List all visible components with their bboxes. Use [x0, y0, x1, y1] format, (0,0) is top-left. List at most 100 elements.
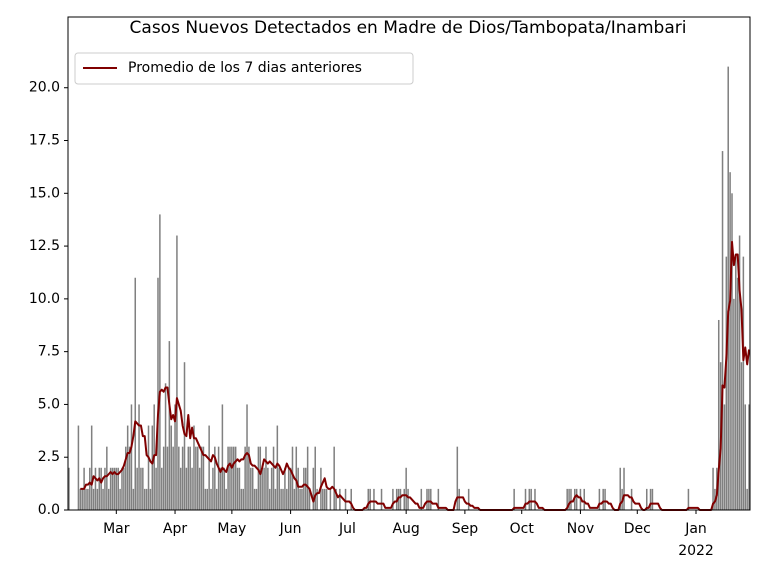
bar: [437, 488, 440, 510]
bar: [251, 467, 254, 510]
bar: [149, 488, 152, 510]
bar: [259, 446, 262, 510]
bar: [227, 446, 229, 510]
bar: [212, 467, 214, 510]
bar: [79, 488, 82, 510]
bar: [155, 467, 157, 510]
bar: [344, 488, 347, 510]
legend-box: [74, 52, 414, 85]
bar: [185, 467, 188, 510]
x-tick-label: Mar: [103, 521, 130, 537]
bar: [197, 446, 199, 510]
y-tick-label: 17.5: [29, 133, 60, 149]
bar: [312, 467, 315, 510]
bar: [314, 446, 316, 510]
bar: [392, 488, 394, 510]
bar: [106, 446, 108, 510]
bar: [219, 467, 222, 510]
bar: [102, 488, 104, 510]
bar: [210, 488, 212, 510]
x-year-label: 2022: [678, 543, 714, 559]
bar: [403, 488, 406, 510]
bar: [286, 488, 288, 510]
y-tick-label: 7.5: [38, 344, 60, 360]
bar: [238, 467, 241, 510]
bar: [231, 446, 233, 510]
bar: [151, 425, 154, 510]
bar: [257, 446, 260, 510]
bar: [183, 362, 186, 510]
bar: [407, 488, 409, 510]
bar: [329, 488, 332, 510]
bar: [204, 488, 207, 510]
bar: [236, 467, 239, 510]
bar: [166, 446, 169, 510]
bar: [130, 404, 133, 510]
bar: [265, 446, 267, 510]
bar: [623, 467, 625, 510]
bar: [736, 277, 739, 510]
bar: [159, 214, 161, 510]
bar: [289, 467, 292, 510]
bar: [467, 488, 470, 510]
y-tick-label: 0.0: [38, 502, 60, 518]
bar: [405, 467, 407, 510]
bar: [304, 467, 307, 510]
bar: [77, 425, 80, 510]
bar: [604, 488, 606, 510]
bar: [206, 488, 208, 510]
bar: [138, 404, 140, 510]
bar: [303, 467, 305, 510]
bar: [147, 425, 150, 510]
bar: [649, 488, 652, 510]
y-tick-label: 15.0: [29, 185, 60, 201]
bar: [350, 488, 352, 510]
bar: [178, 446, 180, 510]
bar: [68, 467, 70, 510]
bar: [339, 488, 341, 510]
bar: [221, 404, 224, 510]
bar: [179, 467, 182, 510]
bar: [250, 467, 252, 510]
bar: [598, 488, 601, 510]
bar: [568, 488, 570, 510]
bar: [143, 488, 146, 510]
bar: [369, 488, 371, 510]
x-tick-label: Sep: [452, 521, 479, 537]
plot-frame: [67, 16, 751, 511]
bar: [721, 151, 724, 510]
bar: [276, 425, 279, 510]
bar: [202, 446, 205, 510]
bar: [94, 467, 97, 510]
bar: [602, 488, 604, 510]
bar: [297, 467, 299, 510]
bar: [162, 446, 165, 510]
bar: [299, 488, 301, 510]
bar: [295, 446, 298, 510]
bar: [223, 467, 226, 510]
bar: [287, 467, 290, 510]
bar: [225, 488, 227, 510]
bar: [269, 488, 271, 510]
bar: [723, 404, 726, 510]
bar: [164, 383, 167, 510]
y-tick-label: 20.0: [29, 80, 60, 96]
bar: [85, 488, 87, 510]
bar: [322, 488, 324, 510]
bar: [161, 467, 163, 510]
bar: [428, 488, 430, 510]
bar: [333, 446, 335, 510]
bar: [255, 488, 258, 510]
bar: [725, 256, 728, 510]
bar: [136, 467, 138, 510]
bar: [115, 467, 118, 510]
bar: [530, 488, 532, 510]
bar: [244, 446, 246, 510]
chart-title: Casos Nuevos Detectados en Madre de Dios…: [130, 18, 687, 38]
bar: [117, 467, 119, 510]
bar: [123, 467, 125, 510]
bar: [645, 488, 648, 510]
bar: [191, 467, 193, 510]
